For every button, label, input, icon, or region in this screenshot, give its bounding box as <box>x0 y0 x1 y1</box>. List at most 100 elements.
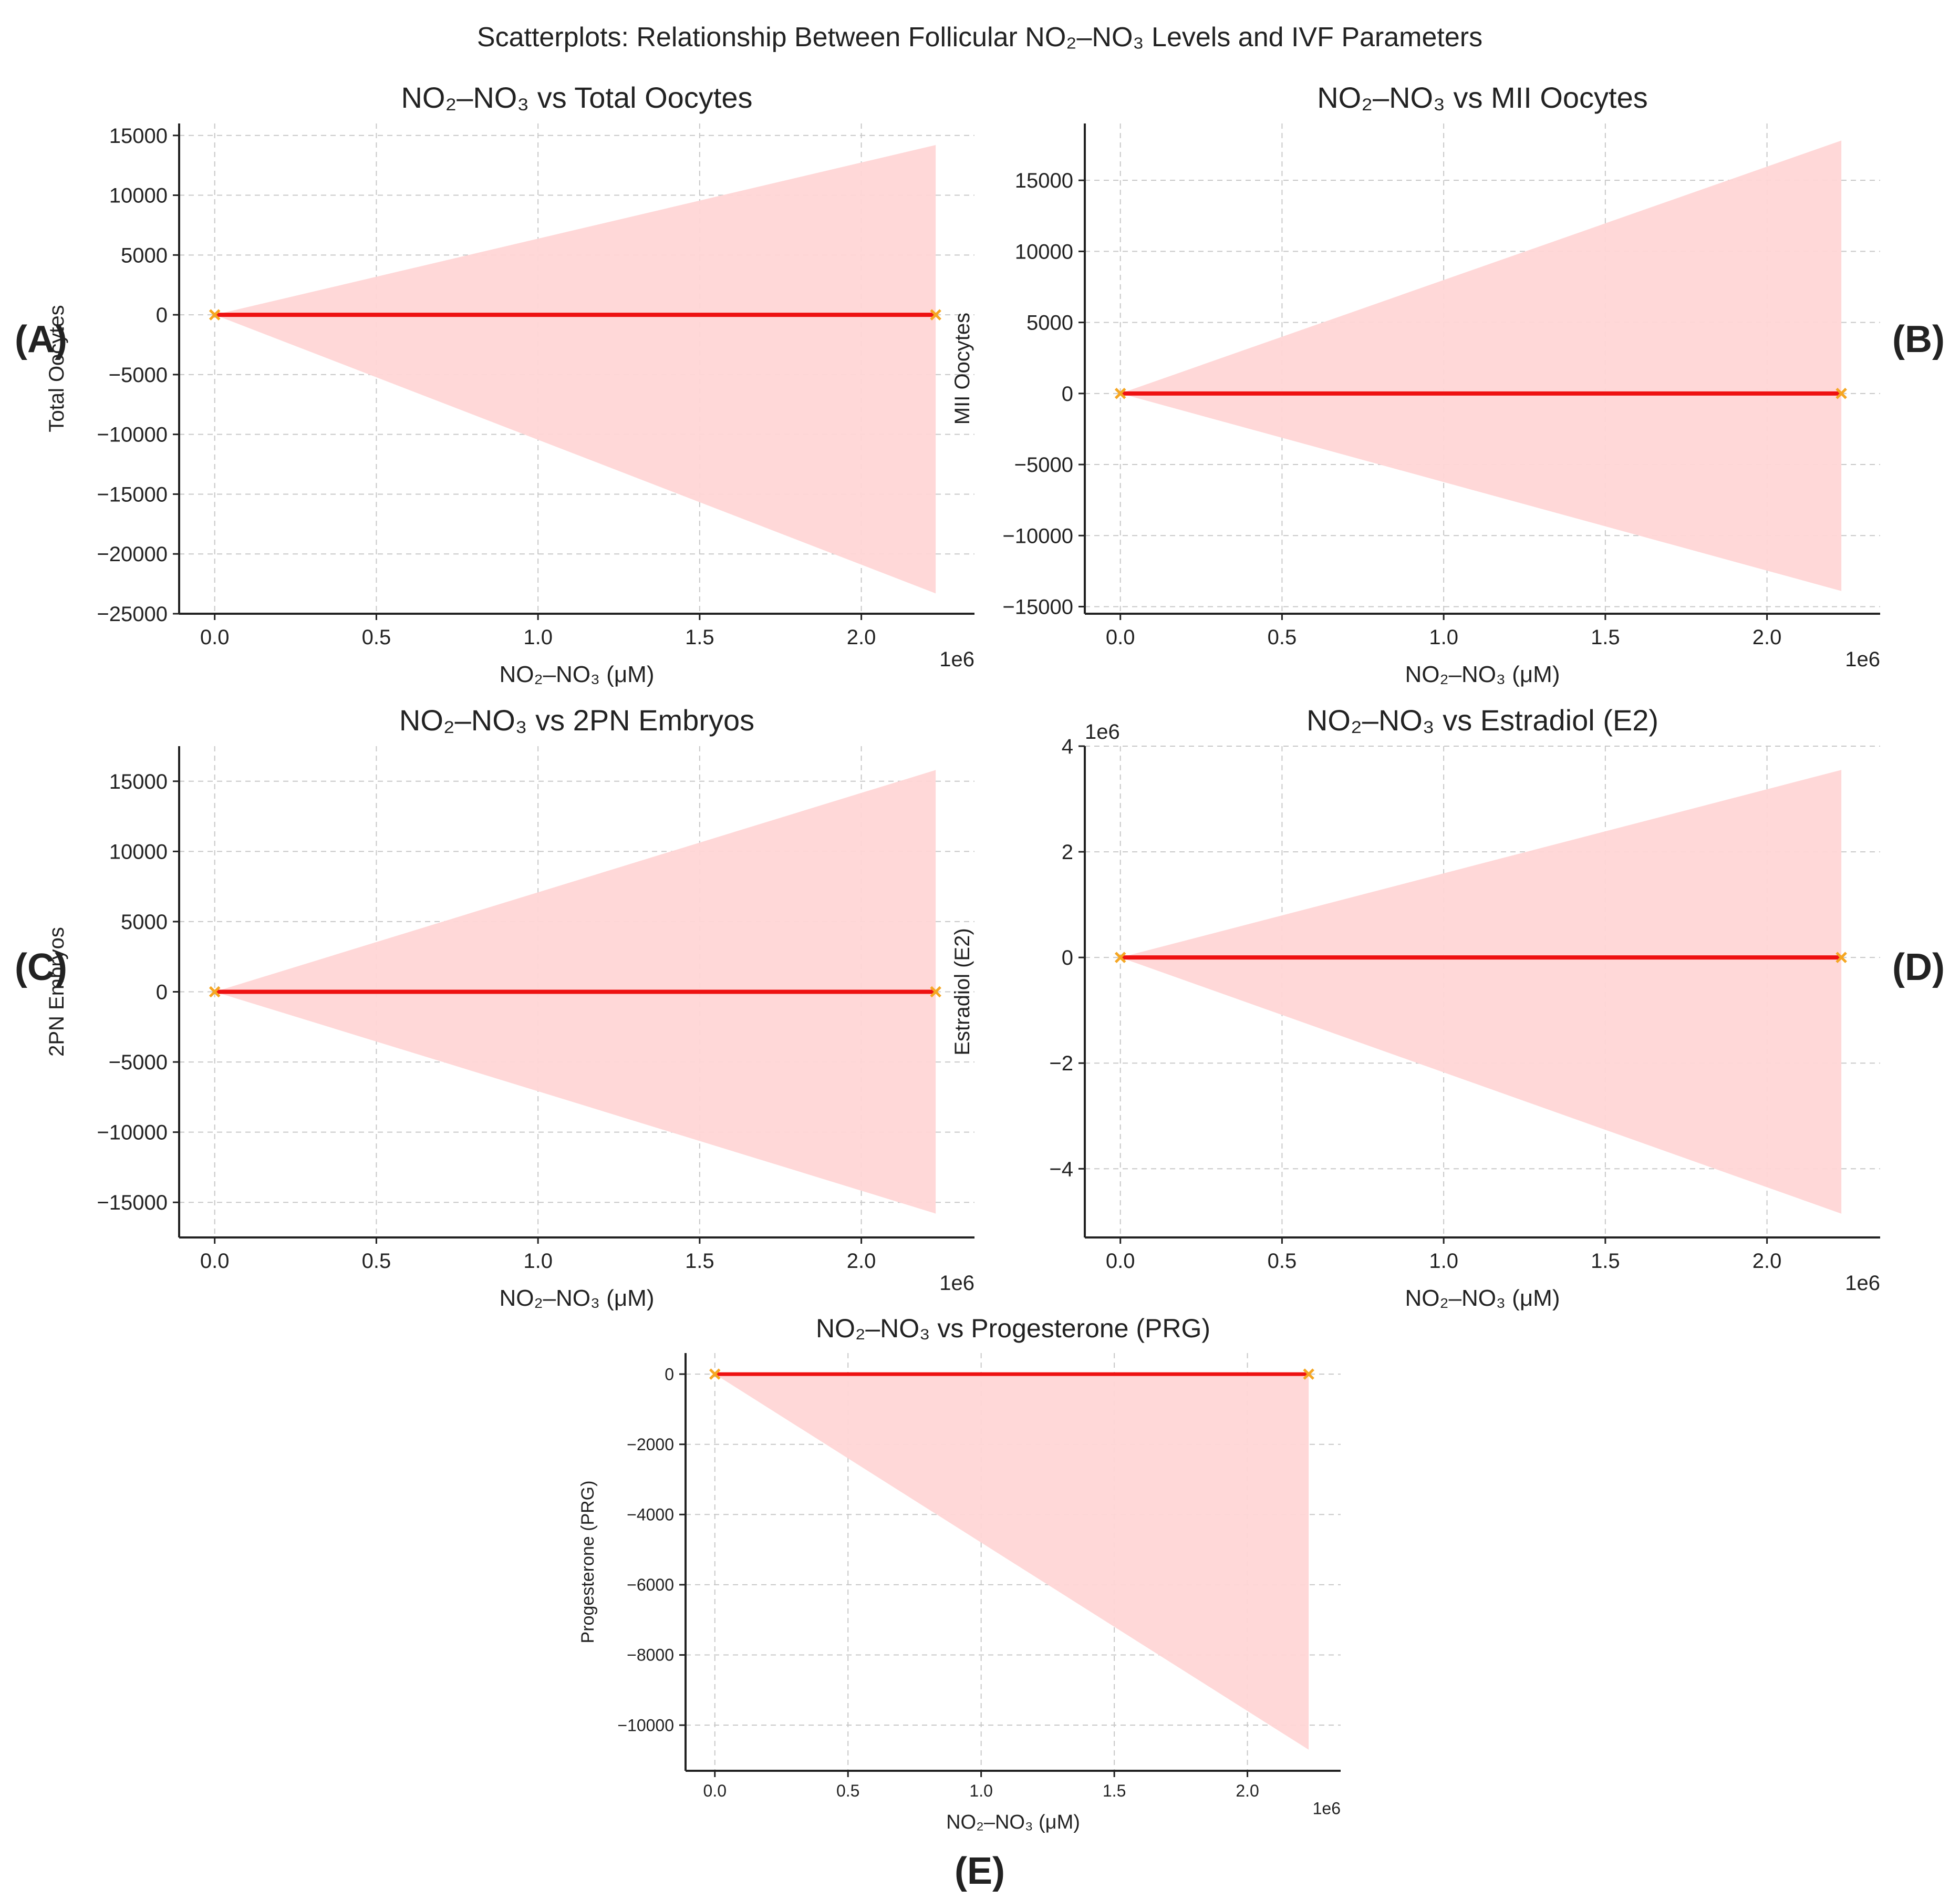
x-tick-label: 1.0 <box>969 1781 992 1800</box>
x-offset-label: 1e6 <box>1845 1272 1880 1295</box>
x-tick-label: 1.5 <box>1591 626 1620 649</box>
y-axis-label: Total Oocytes <box>45 305 68 432</box>
x-tick-label: 0.0 <box>200 626 230 649</box>
y-tick-label: −2000 <box>627 1435 674 1454</box>
y-tick-label: −5000 <box>109 1051 168 1074</box>
x-tick-label: 0.5 <box>1268 1250 1297 1273</box>
data-point <box>1114 388 1126 399</box>
x-tick-label: 1.5 <box>685 626 714 649</box>
y-offset-label: 1e6 <box>1085 720 1120 744</box>
panel-c: 0.0 0.5 1.0 1.5 2.0 15000 10000 5000 0 −5000 −1000… <box>15 704 974 1311</box>
y-tick-label: −10000 <box>97 1121 168 1144</box>
x-tick-label: 0.5 <box>362 1250 391 1273</box>
x-axis-label: NO₂–NO₃ (μM) <box>1405 662 1560 687</box>
data-point <box>1835 388 1847 399</box>
data-point <box>1835 952 1847 963</box>
panel-title: NO₂–NO₃ vs 2PN Embryos <box>399 704 754 737</box>
y-tick-label: −20000 <box>97 543 168 566</box>
x-tick-label: 2.0 <box>1236 1781 1259 1800</box>
y-tick-label: 15000 <box>109 770 168 793</box>
panels: 0.0 0.5 1.0 1.5 2.0 15000 10000 5000 0 −5000 −1000… <box>15 81 1945 1892</box>
confidence-band <box>1120 770 1842 1214</box>
y-tick-label: −15000 <box>97 483 168 506</box>
x-tick-label: 2.0 <box>847 1250 876 1273</box>
x-tick-label: 0.0 <box>1106 626 1135 649</box>
x-tick-label: 0.5 <box>1268 626 1297 649</box>
y-tick-label: −4 <box>1049 1158 1073 1181</box>
y-tick-label: −10000 <box>1002 524 1073 548</box>
y-tick-label: 0 <box>1062 383 1073 406</box>
y-tick-label: 5000 <box>121 244 168 267</box>
x-offset-label: 1e6 <box>939 648 974 671</box>
y-tick-label: −25000 <box>97 603 168 626</box>
y-tick-label: −15000 <box>1002 595 1073 618</box>
x-tick-label: 1.5 <box>685 1250 714 1273</box>
panel-title: NO₂–NO₃ vs Total Oocytes <box>401 81 752 114</box>
y-tick-label: −2 <box>1049 1052 1073 1075</box>
y-tick-label: 0 <box>156 304 168 327</box>
y-axis-label: Estradiol (E2) <box>951 928 974 1055</box>
x-axis-label: NO₂–NO₃ (μM) <box>499 1285 654 1311</box>
x-tick-label: 0.5 <box>362 626 391 649</box>
data-point <box>709 1368 721 1380</box>
y-tick-label: −10000 <box>617 1716 674 1735</box>
x-tick-label: 1.0 <box>523 1250 553 1273</box>
x-tick-label: 0.5 <box>836 1781 859 1800</box>
x-tick-label: 2.0 <box>1752 626 1782 649</box>
y-tick-label: −15000 <box>97 1191 168 1214</box>
data-point <box>209 986 221 998</box>
y-tick-label: 15000 <box>109 125 168 148</box>
panel-label: (A) <box>15 318 67 360</box>
confidence-band <box>1120 140 1842 591</box>
x-tick-label: 2.0 <box>1752 1250 1782 1273</box>
y-tick-label: 10000 <box>1015 240 1073 263</box>
panel-e: 0.0 0.5 1.0 1.5 2.0 0 −2000 −4000 −6000 −8000 −100… <box>578 1314 1341 1892</box>
y-tick-label: 4 <box>1062 735 1073 758</box>
y-tick-label: 0 <box>156 981 168 1004</box>
y-tick-label: 5000 <box>121 911 168 934</box>
x-offset-label: 1e6 <box>939 1272 974 1295</box>
figure-title: Scatterplots: Relationship Between Folli… <box>477 22 1482 53</box>
confidence-band <box>214 145 936 594</box>
y-axis-label: 2PN Embryos <box>45 927 68 1057</box>
y-tick-label: 0 <box>1062 946 1073 969</box>
y-tick-label: 2 <box>1062 841 1073 864</box>
x-tick-label: 0.0 <box>1106 1250 1135 1273</box>
panel-b: 0.0 0.5 1.0 1.5 2.0 15000 10000 5000 0 −5000 −1000… <box>951 81 1945 687</box>
y-tick-label: 10000 <box>109 840 168 863</box>
panel-a: 0.0 0.5 1.0 1.5 2.0 15000 10000 5000 0 −5000 −1000… <box>15 81 974 687</box>
y-tick-label: −5000 <box>1014 453 1073 477</box>
confidence-band <box>714 1374 1309 1750</box>
y-axis-label: Progesterone (PRG) <box>578 1481 598 1644</box>
y-tick-label: 10000 <box>109 184 168 208</box>
x-offset-label: 1e6 <box>1313 1799 1341 1818</box>
y-tick-label: 5000 <box>1026 312 1073 335</box>
panel-title: NO₂–NO₃ vs MII Oocytes <box>1317 81 1648 114</box>
y-tick-label: −8000 <box>627 1646 674 1665</box>
data-point <box>1114 952 1126 963</box>
panel-label: (E) <box>955 1850 1005 1892</box>
y-tick-label: 0 <box>665 1365 674 1384</box>
x-tick-label: 1.5 <box>1591 1250 1620 1273</box>
panel-title: NO₂–NO₃ vs Estradiol (E2) <box>1306 704 1658 737</box>
x-axis-label: NO₂–NO₃ (μM) <box>499 662 654 687</box>
panel-title: NO₂–NO₃ vs Progesterone (PRG) <box>816 1314 1210 1343</box>
data-point <box>930 309 941 321</box>
x-tick-label: 2.0 <box>847 626 876 649</box>
data-point <box>209 309 221 321</box>
y-tick-label: −4000 <box>627 1505 674 1524</box>
y-tick-label: −5000 <box>109 364 168 387</box>
y-tick-label: −10000 <box>97 424 168 447</box>
x-offset-label: 1e6 <box>1845 648 1880 671</box>
x-tick-label: 1.0 <box>1429 626 1458 649</box>
x-tick-label: 0.0 <box>200 1250 230 1273</box>
x-tick-label: 1.5 <box>1103 1781 1126 1800</box>
x-tick-label: 1.0 <box>523 626 553 649</box>
y-axis-label: MII Oocytes <box>951 313 974 425</box>
data-point <box>930 986 941 998</box>
y-tick-label: 15000 <box>1015 169 1073 192</box>
x-axis-label: NO₂–NO₃ (μM) <box>1405 1285 1560 1311</box>
panel-label: (B) <box>1892 318 1945 360</box>
panel-d: 0.0 0.5 1.0 1.5 2.0 4 2 0 −2 −4 1e6 1e6 NO₂–NO₃ (μM)… <box>951 704 1945 1311</box>
